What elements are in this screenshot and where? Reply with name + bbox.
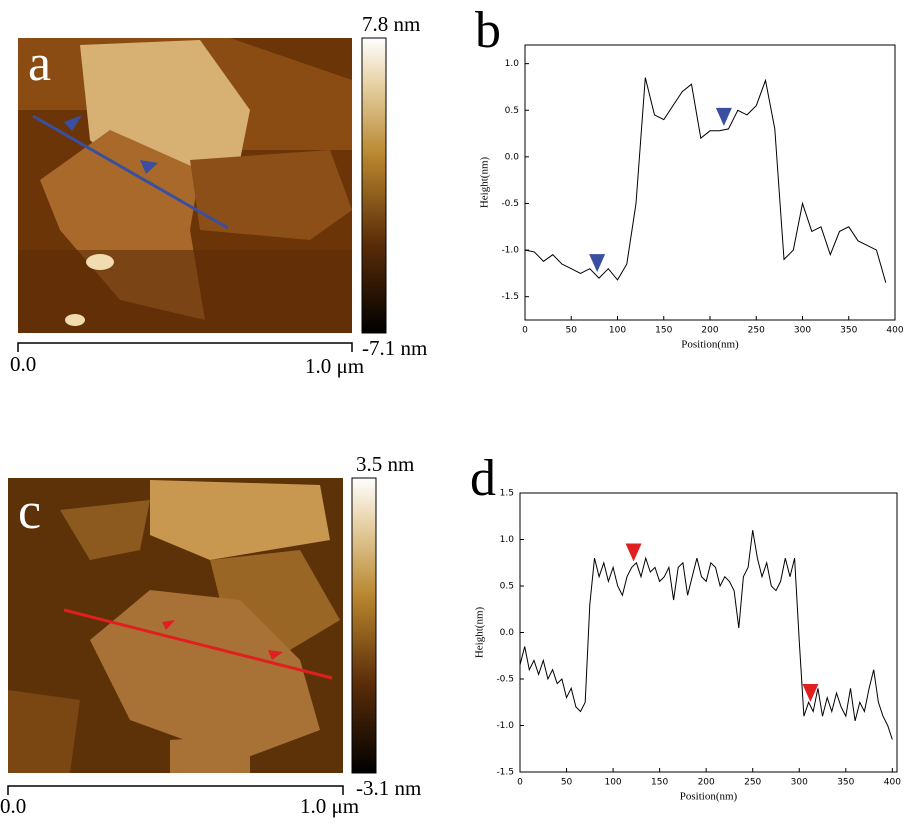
profile-marker [589,254,605,272]
y-tick-label: -1.5 [496,768,514,778]
colorbar-max: 3.5 nm [356,452,414,476]
x-tick-label: 0 [522,326,528,336]
x-tick-label: 400 [884,778,901,788]
colorbar-min: -3.1 nm [356,776,421,800]
y-tick-label: -1.5 [501,292,519,302]
y-axis-label: Height(nm) [479,157,491,209]
figure: a 7.8 nm -7.1 nm 0.0 1.0 μm c 3.5 nm -3.… [0,0,904,823]
x-tick-label: 150 [651,778,668,788]
panel-label: c [18,483,41,540]
x-tick-label: 100 [604,778,621,788]
x-tick-label: 100 [609,326,626,336]
x-tick-label: 250 [748,326,765,336]
profile-line [520,530,892,739]
y-tick-label: 1.5 [500,489,514,499]
y-tick-label: 1.0 [505,59,520,69]
scale-end: 1.0 μm [305,354,364,378]
y-tick-label: -1.0 [496,721,514,731]
colorbar-max: 7.8 nm [362,12,420,36]
x-tick-label: 300 [794,326,811,336]
y-tick-label: 0.0 [500,628,515,638]
x-tick-label: 350 [840,326,857,336]
x-axis-label: Position(nm) [680,791,738,803]
panel-label: b [475,2,501,59]
profile-line [525,78,886,283]
x-tick-label: 350 [837,778,854,788]
plot-frame [520,493,897,772]
y-tick-label: 0.0 [505,152,520,162]
x-tick-label: 50 [561,778,573,788]
plot-frame [525,45,895,320]
afm-image-c: c 3.5 nm -3.1 nm 0.0 1.0 μm [0,452,421,818]
x-tick-label: 300 [791,778,808,788]
y-tick-label: 0.5 [500,582,514,592]
y-tick-label: 0.5 [505,106,519,116]
x-tick-label: 400 [886,326,903,336]
scale-start: 0.0 [0,794,26,818]
x-tick-label: 200 [698,778,715,788]
scale-end: 1.0 μm [300,794,359,818]
y-tick-label: -1.0 [501,246,519,256]
profile-marker [716,108,732,126]
x-axis-label: Position(nm) [681,339,739,351]
y-tick-label: -0.5 [501,199,519,209]
panel-label: a [28,35,51,92]
y-tick-label: 1.0 [500,535,515,545]
x-tick-label: 50 [566,326,578,336]
scale-start: 0.0 [10,352,36,376]
x-tick-label: 150 [655,326,672,336]
panel-label: d [470,450,496,507]
colorbar-min: -7.1 nm [362,336,427,360]
y-tick-label: -0.5 [496,675,514,685]
x-tick-label: 0 [517,778,523,788]
x-tick-label: 200 [701,326,718,336]
afm-image-a: a 7.8 nm -7.1 nm 0.0 1.0 μm [10,12,427,378]
x-tick-label: 250 [744,778,761,788]
profile-marker [626,544,642,562]
y-axis-label: Height(nm) [474,607,486,659]
